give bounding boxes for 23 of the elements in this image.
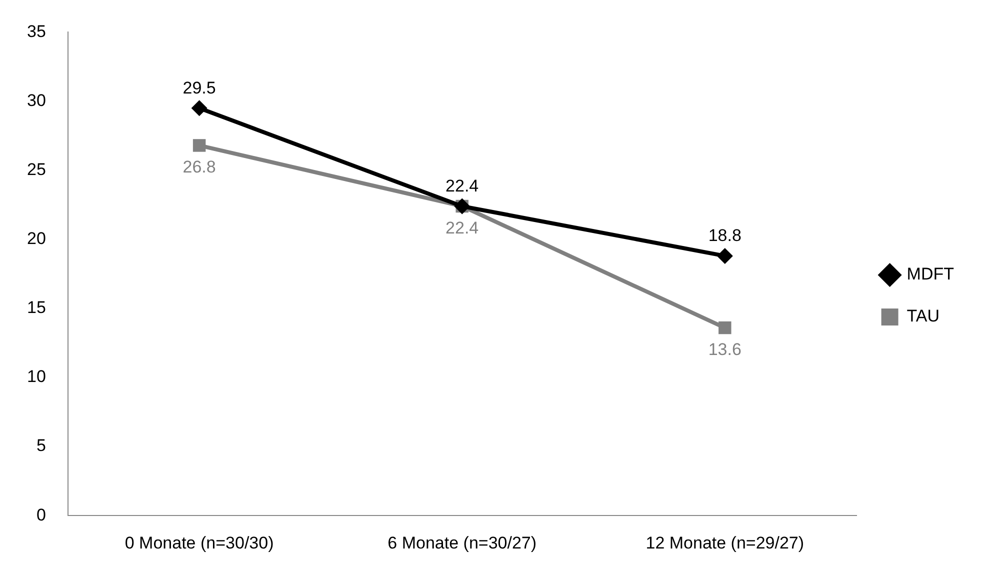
point	[718, 321, 732, 334]
data-label: 18.8	[708, 226, 742, 246]
y-tick-label: 0	[36, 505, 46, 524]
point	[191, 100, 208, 116]
data-label: 13.6	[708, 340, 742, 359]
point	[192, 139, 206, 152]
y-tick-label: 30	[26, 90, 46, 110]
y-tick-label: 25	[26, 160, 46, 179]
x-tick-label: 0 Monate (n=30/30)	[124, 533, 274, 552]
x-tick-label: 12 Monate (n=29/27)	[646, 533, 804, 552]
data-label: 26.8	[182, 158, 216, 177]
y-tick-label: 5	[36, 436, 46, 456]
legend-label: TAU	[906, 306, 940, 326]
data-label: 29.5	[182, 78, 216, 98]
y-tick-label: 15	[26, 298, 46, 318]
y-tick-label: 20	[26, 229, 46, 248]
y-tick-label: 10	[26, 367, 46, 386]
x-tick-label: 6 Monate (n=30/27)	[388, 533, 537, 552]
data-label: 22.4	[446, 218, 479, 238]
y-tick-label: 35	[26, 22, 46, 41]
data-label: 22.4	[446, 176, 479, 196]
legend-label: MDFT	[906, 264, 954, 284]
point	[716, 248, 733, 264]
